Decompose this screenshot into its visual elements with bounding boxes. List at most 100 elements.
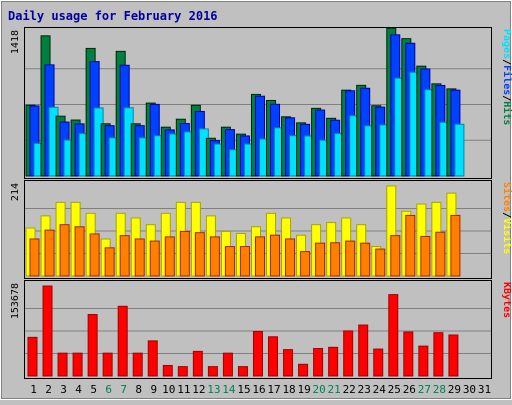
kbytes-kbytes-bar: [328, 346, 339, 377]
hits-pages-bar: [454, 123, 465, 177]
visits-sites-bar: [104, 247, 115, 277]
kbytes-kbytes-bar: [27, 336, 38, 377]
kbytes-kbytes-bar: [283, 349, 294, 377]
visits-sites-bar: [89, 233, 100, 277]
legend-separator: /: [501, 59, 512, 65]
kbytes-kbytes-bar: [207, 366, 218, 377]
x-tick-label: 31: [478, 383, 491, 396]
kbytes-kbytes-bar: [343, 330, 354, 377]
legend-pages: Pages: [501, 29, 512, 59]
legend-sites: Sites: [501, 182, 512, 212]
legend-visits: Visits: [501, 218, 512, 254]
x-axis: 1 2 3 4 5 6 7 8 9 10 11 12 13 14 15 16 17 18 19 20 21 22 23 24 2…: [30, 383, 491, 396]
visits-sites-bar: [435, 231, 446, 277]
visits-sites-bar: [254, 236, 265, 277]
kbytes-kbytes-bar: [448, 334, 459, 377]
x-tick-label: 6: [105, 383, 112, 396]
kbytes-kbytes-bar: [102, 352, 113, 377]
visits-sites-bar: [315, 242, 326, 277]
kbytes-kbytes-bar: [42, 285, 53, 377]
x-tick-label: 22: [343, 383, 356, 396]
x-tick-label: 23: [358, 383, 371, 396]
kbytes-kbytes-bar: [237, 366, 248, 377]
kbytes-kbytes-bar: [388, 294, 399, 377]
visits-sites-bar: [134, 238, 145, 277]
visits-sites-bar: [375, 248, 386, 277]
visits-sites-bar: [270, 234, 281, 277]
visits-sites-bar: [330, 242, 341, 277]
kbytes-ymax-label: 153678: [10, 283, 21, 319]
kbytes-kbytes-bar: [252, 330, 263, 377]
x-tick-label: 28: [433, 383, 446, 396]
x-tick-label: 26: [403, 383, 416, 396]
legend-separator: /: [501, 212, 512, 218]
hits-panel: 1418 Pages/Files/Hits: [10, 27, 512, 179]
x-tick-label: 30: [463, 383, 476, 396]
kbytes-kbytes-bar: [192, 350, 203, 377]
kbytes-panel: 153678 KBytes: [10, 280, 512, 379]
x-tick-label: 12: [192, 383, 205, 396]
x-tick-label: 18: [282, 383, 295, 396]
kbytes-kbytes-bar: [147, 340, 158, 377]
visits-sites-bar: [149, 240, 160, 277]
kbytes-kbytes-bar: [433, 332, 444, 377]
kbytes-kbytes-bar: [72, 352, 83, 377]
kbytes-kbytes-bar: [403, 331, 414, 377]
visits-sites-bar: [239, 246, 250, 277]
kbytes-kbytes-bar: [268, 336, 279, 377]
kbytes-legend: KBytes: [501, 282, 512, 318]
x-tick-label: 17: [267, 383, 280, 396]
kbytes-kbytes-bar: [57, 352, 68, 377]
x-tick-label: 1: [30, 383, 37, 396]
visits-sites-bar: [450, 214, 461, 277]
kbytes-kbytes-bar: [358, 324, 369, 377]
x-tick-label: 7: [120, 383, 127, 396]
legend-hits: Hits: [501, 101, 512, 125]
visits-sites-bar: [164, 236, 175, 277]
hits-ymax-label: 1418: [10, 30, 21, 54]
x-tick-label: 14: [222, 383, 236, 396]
visits-sites-bar: [300, 251, 311, 277]
kbytes-kbytes-bar: [222, 352, 233, 377]
kbytes-kbytes-bar: [373, 348, 384, 377]
x-tick-label: 19: [297, 383, 310, 396]
x-tick-label: 3: [60, 383, 67, 396]
x-tick-label: 4: [75, 383, 82, 396]
visits-legend: Sites/Visits: [501, 182, 512, 254]
legend-files: Files: [501, 65, 512, 95]
x-tick-label: 9: [150, 383, 157, 396]
kbytes-kbytes-bar: [162, 364, 173, 377]
x-tick-label: 20: [313, 383, 326, 396]
visits-sites-bar: [209, 236, 220, 277]
legend-kbytes: KBytes: [501, 282, 512, 318]
x-tick-label: 15: [237, 383, 250, 396]
x-tick-label: 2: [45, 383, 52, 396]
visits-sites-bar: [420, 235, 431, 277]
visits-sites-bar: [224, 246, 235, 277]
kbytes-kbytes-bar: [87, 314, 98, 377]
x-tick-label: 5: [90, 383, 97, 396]
x-tick-label: 8: [135, 383, 142, 396]
x-tick-label: 27: [418, 383, 431, 396]
x-tick-label: 13: [207, 383, 220, 396]
x-tick-label: 10: [162, 383, 175, 396]
x-tick-label: 25: [388, 383, 401, 396]
visits-sites-bar: [74, 226, 85, 277]
visits-sites-bar: [390, 235, 401, 277]
kbytes-kbytes-bar: [298, 363, 309, 377]
visits-sites-bar: [119, 235, 130, 277]
visits-sites-bar: [179, 230, 190, 277]
chart-title: Daily usage for February 2016: [8, 9, 218, 23]
kbytes-kbytes-bar: [177, 366, 188, 377]
x-tick-label: 16: [252, 383, 265, 396]
kbytes-kbytes-bar: [132, 352, 143, 377]
visits-panel: 214 Sites/Visits: [10, 180, 512, 279]
visits-sites-bar: [29, 238, 40, 277]
kbytes-kbytes-bar: [313, 347, 324, 377]
x-tick-label: 29: [448, 383, 461, 396]
visits-sites-bar: [44, 229, 55, 277]
visits-sites-bar: [345, 240, 356, 277]
x-tick-label: 11: [177, 383, 190, 396]
legend-separator: /: [501, 95, 512, 101]
visits-sites-bar: [405, 214, 416, 277]
